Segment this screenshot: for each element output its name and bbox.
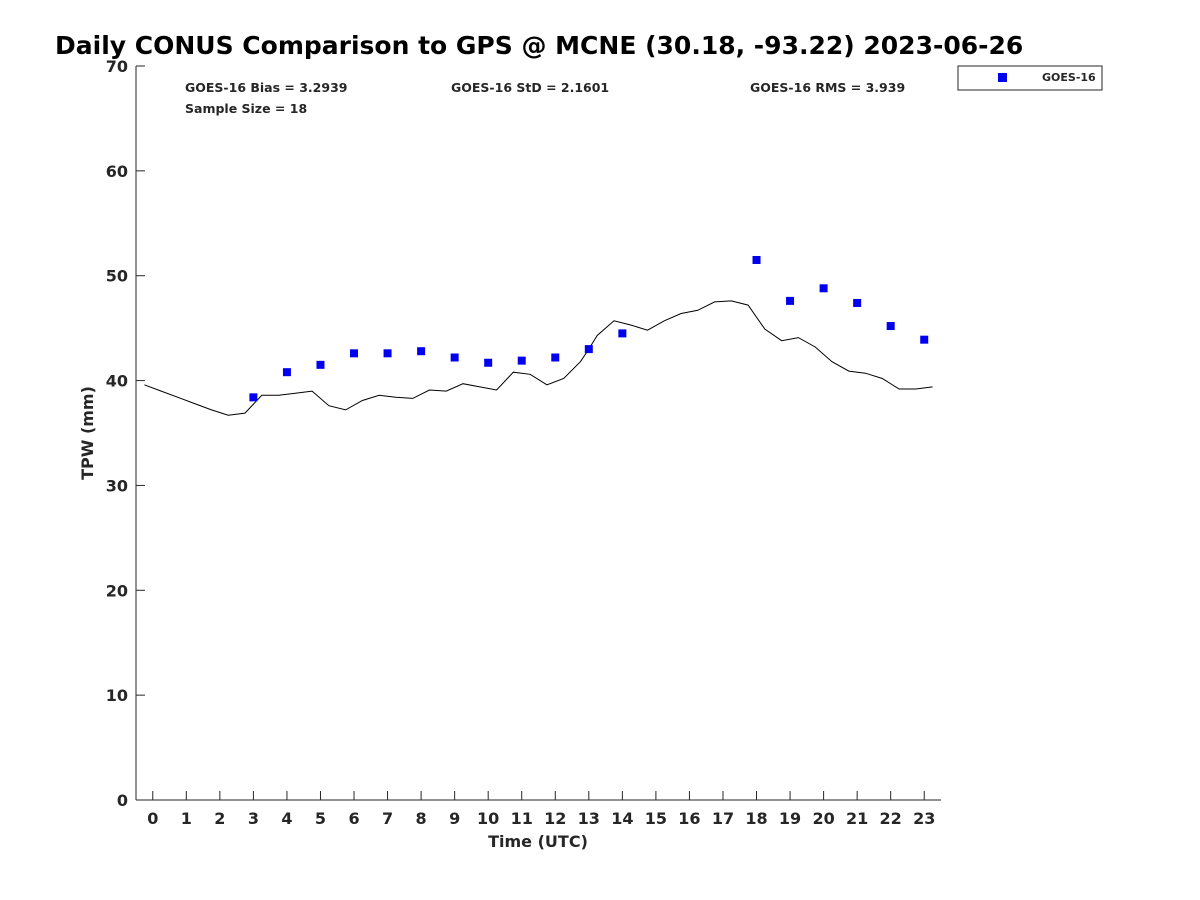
gps-line-series [144,300,933,416]
x-tick-label: 8 [416,809,427,828]
plot-axes [135,66,941,801]
y-tick-label: 50 [106,267,128,286]
x-tick-label: 23 [913,809,935,828]
goes16-point [819,284,828,293]
rms-stat: GOES-16 RMS = 3.939 [750,80,905,95]
goes16-point [551,353,560,362]
goes16-point [517,356,526,365]
y-tick-label: 70 [106,57,128,76]
y-axis-label: TPW (mm) [78,386,97,480]
goes16-point [752,255,761,264]
x-tick-label: 7 [382,809,393,828]
goes16-point [249,393,258,402]
std-stat: GOES-16 StD = 2.1601 [451,80,609,95]
x-tick-label: 14 [611,809,633,828]
x-tick-label: 5 [315,809,326,828]
legend-box [957,65,1103,91]
x-tick-label: 12 [544,809,566,828]
x-axis-label: Time (UTC) [488,832,588,851]
goes16-point [618,329,627,338]
y-axis-ticks: 0 10 20 30 40 50 60 70 [106,57,145,810]
x-tick-label: 20 [812,809,834,828]
goes16-point [450,353,459,362]
x-tick-label: 16 [678,809,700,828]
gps-tpw-line [144,300,933,416]
x-tick-label: 22 [880,809,902,828]
goes16-point [584,345,593,354]
x-axis-ticks: 0 1 2 3 4 5 6 7 8 9 10 11 12 13 14 15 16 17 18 19 20 21 22 23 [147,791,935,828]
goes16-point [350,349,359,358]
x-tick-label: 2 [214,809,225,828]
legend-label-goes16: GOES-16 [1042,71,1096,84]
x-tick-label: 6 [348,809,359,828]
x-tick-label: 13 [578,809,600,828]
y-tick-label: 40 [106,372,128,391]
y-tick-label: 20 [106,581,128,600]
legend-marker-goes16 [998,73,1007,82]
chart-title: Daily CONUS Comparison to GPS @ MCNE (30… [55,31,1023,60]
goes16-point [417,347,426,356]
x-tick-label: 19 [779,809,801,828]
goes16-point [886,322,895,331]
bias-stat: GOES-16 Bias = 3.2939 [185,80,347,95]
x-tick-label: 4 [281,809,292,828]
x-tick-label: 15 [645,809,667,828]
goes16-point [383,349,392,358]
x-tick-label: 17 [712,809,734,828]
x-tick-label: 21 [846,809,868,828]
goes16-point [316,360,325,369]
goes16-scatter-series [249,255,929,402]
sample-size-stat: Sample Size = 18 [185,101,307,116]
x-tick-label: 10 [477,809,499,828]
y-tick-label: 30 [106,476,128,495]
legend: GOES-16 [957,65,1103,91]
goes16-point [920,335,929,344]
x-tick-label: 1 [181,809,192,828]
goes16-point [853,298,862,307]
x-tick-label: 11 [511,809,533,828]
y-tick-label: 60 [106,162,128,181]
y-tick-label: 10 [106,686,128,705]
goes16-point [786,296,795,305]
x-tick-label: 18 [745,809,767,828]
x-tick-label: 3 [248,809,259,828]
goes16-point [282,368,291,377]
y-tick-label: 0 [117,791,128,810]
goes16-point [484,358,493,367]
x-tick-label: 9 [449,809,460,828]
x-tick-label: 0 [147,809,158,828]
